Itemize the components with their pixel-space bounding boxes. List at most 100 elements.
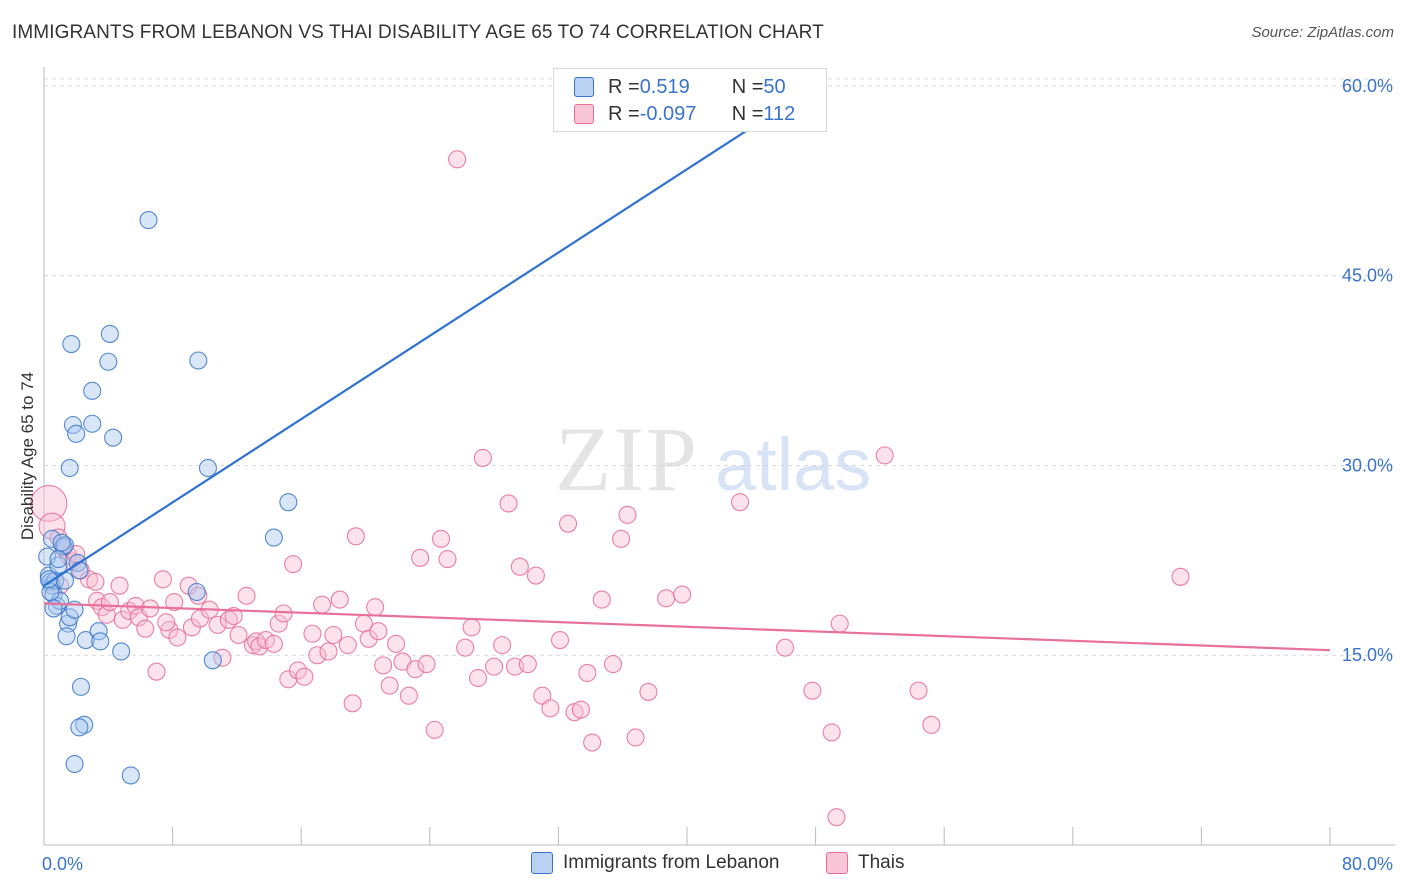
- lebanon-point: [71, 677, 91, 696]
- thais-point: [338, 636, 357, 655]
- thais-point: [657, 589, 676, 608]
- lebanon-point: [104, 428, 123, 447]
- lebanon-point: [70, 561, 89, 580]
- thais-point: [369, 622, 388, 641]
- source-label: Source: ZipAtlas.com: [1251, 24, 1394, 41]
- thais-point: [49, 528, 68, 547]
- thais-point: [319, 642, 338, 661]
- watermark: ZIP atlas: [555, 408, 871, 510]
- thais-point: [274, 604, 293, 623]
- thais-point: [518, 655, 537, 674]
- thais-point: [86, 572, 105, 591]
- thais-point: [730, 493, 750, 512]
- thais-point: [822, 723, 841, 742]
- thais-point: [303, 624, 322, 643]
- thais-point: [264, 634, 283, 653]
- y-tick-label: 60.0%: [1342, 76, 1393, 96]
- lebanon-point: [100, 324, 119, 343]
- legend-swatch-thais: [574, 104, 594, 124]
- lebanon-point: [39, 570, 58, 589]
- thais-point: [827, 808, 846, 827]
- y-tick-label: 45.0%: [1342, 266, 1393, 286]
- lebanon-point: [279, 493, 298, 512]
- thais-point: [612, 529, 631, 548]
- lebanon-point: [83, 414, 102, 433]
- lebanon-point: [91, 632, 110, 651]
- thais-point: [425, 720, 444, 739]
- thais-point: [380, 676, 399, 695]
- lebanon-point: [121, 766, 140, 785]
- thais-point: [157, 613, 176, 632]
- thais-point: [406, 660, 425, 679]
- legend-swatch-lebanon: [574, 77, 594, 97]
- thais-point: [30, 484, 68, 522]
- thais-point: [295, 667, 314, 686]
- lebanon-point: [264, 528, 283, 547]
- thais-point: [237, 586, 256, 605]
- thais-point: [526, 566, 545, 585]
- bottom-legend-label: Immigrants from Lebanon: [563, 852, 780, 873]
- grid-lines: [44, 78, 1395, 656]
- lebanon-point: [57, 627, 76, 646]
- y-tick-label: 15.0%: [1342, 645, 1393, 665]
- legend-n-label: N =: [731, 75, 764, 98]
- thais-point: [485, 657, 504, 676]
- thais-points: [30, 150, 1190, 827]
- thais-point: [147, 662, 166, 681]
- lebanon-point: [60, 458, 79, 478]
- legend-r-label: R =: [608, 102, 640, 125]
- thais-point: [110, 576, 129, 595]
- thais-point: [618, 505, 637, 524]
- lebanon-point: [187, 582, 206, 602]
- lebanon-point: [83, 381, 102, 400]
- lebanon-point: [70, 718, 89, 737]
- thais-point: [448, 150, 467, 169]
- thais-point: [313, 595, 332, 614]
- thais-point: [411, 548, 430, 567]
- axes: [43, 67, 1395, 846]
- thais-point: [284, 555, 303, 574]
- thais-point: [229, 625, 248, 645]
- thais-point: [583, 733, 602, 752]
- lebanon-point: [99, 352, 118, 371]
- thais-point: [541, 699, 560, 718]
- thais-point: [592, 590, 611, 609]
- chart-title: IMMIGRANTS FROM LEBANON VS THAI DISABILI…: [12, 22, 824, 43]
- lebanon-point: [139, 211, 158, 230]
- thais-point: [432, 529, 451, 548]
- lebanon-point: [67, 424, 86, 443]
- thais-point: [550, 631, 570, 650]
- bottom-legend-swatch: [531, 852, 553, 874]
- thais-point: [324, 625, 343, 645]
- thais-point: [558, 514, 578, 533]
- lebanon-trend-line: [43, 85, 817, 587]
- lebanon-point: [75, 715, 94, 734]
- lebanon-point: [76, 631, 95, 650]
- trend-lines: [43, 85, 1331, 652]
- legend-n-value: 50: [763, 75, 786, 98]
- thais-point: [374, 656, 393, 675]
- thais-point: [673, 585, 692, 604]
- thais-point: [269, 614, 288, 633]
- y-axis-label: Disability Age 65 to 74: [18, 372, 37, 540]
- bottom-legend-lebanon: Immigrants from Lebanon: [531, 852, 780, 874]
- thais-point: [468, 668, 488, 688]
- lebanon-point: [112, 642, 131, 661]
- thais-point: [571, 700, 590, 719]
- thais-point: [343, 694, 362, 713]
- thais-point: [330, 590, 349, 609]
- thais-point: [639, 682, 658, 701]
- thais-point: [875, 446, 894, 465]
- thais-trend-line: [43, 602, 1331, 652]
- legend-n-label: N =: [731, 102, 764, 125]
- x-tick-label: 0.0%: [42, 854, 83, 874]
- correlation-legend: R = 0.519 N = 50 R = -0.097 N = 112: [553, 68, 827, 132]
- thais-point: [456, 638, 475, 657]
- thais-point: [247, 632, 266, 651]
- thais-point: [100, 593, 119, 612]
- thais-point: [208, 615, 227, 634]
- bottom-legend-label: Thais: [858, 852, 905, 873]
- lebanon-point: [49, 550, 68, 569]
- lebanon-point: [55, 571, 74, 590]
